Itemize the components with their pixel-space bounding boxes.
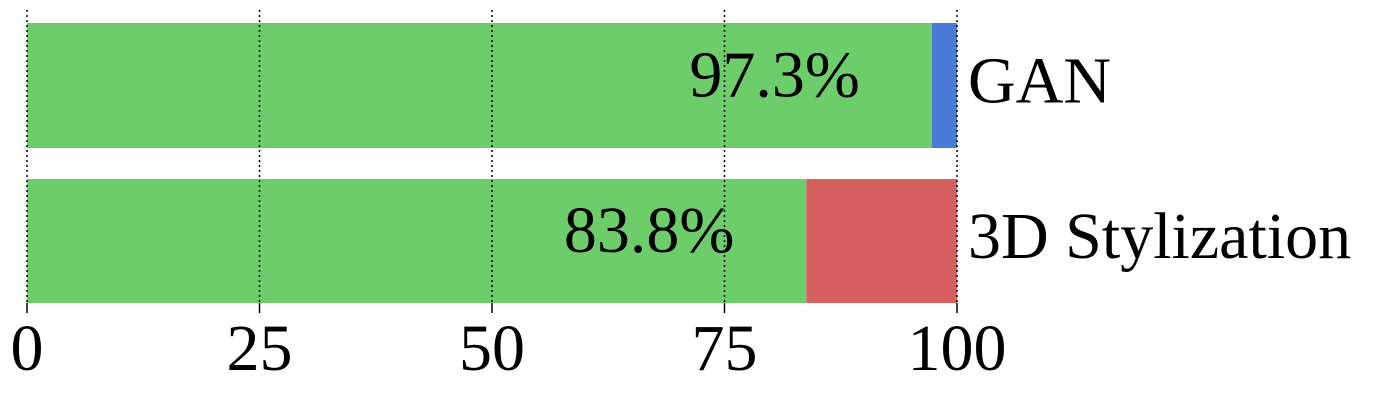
- x-tick-label: 100: [908, 312, 1007, 385]
- bar-segment: [27, 23, 932, 148]
- bar-segment: [806, 179, 957, 303]
- value-label: 83.8%: [564, 194, 734, 267]
- value-label: 97.3%: [689, 39, 859, 112]
- bar-segment: [27, 179, 807, 303]
- category-label: GAN: [968, 45, 1111, 118]
- category-label: 3D Stylization: [968, 200, 1351, 273]
- x-tick-label: 0: [11, 312, 44, 385]
- x-tick-label: 50: [459, 312, 525, 385]
- bar-segment: [931, 23, 957, 148]
- x-tick-label: 75: [692, 312, 758, 385]
- x-tick-label: 25: [227, 312, 293, 385]
